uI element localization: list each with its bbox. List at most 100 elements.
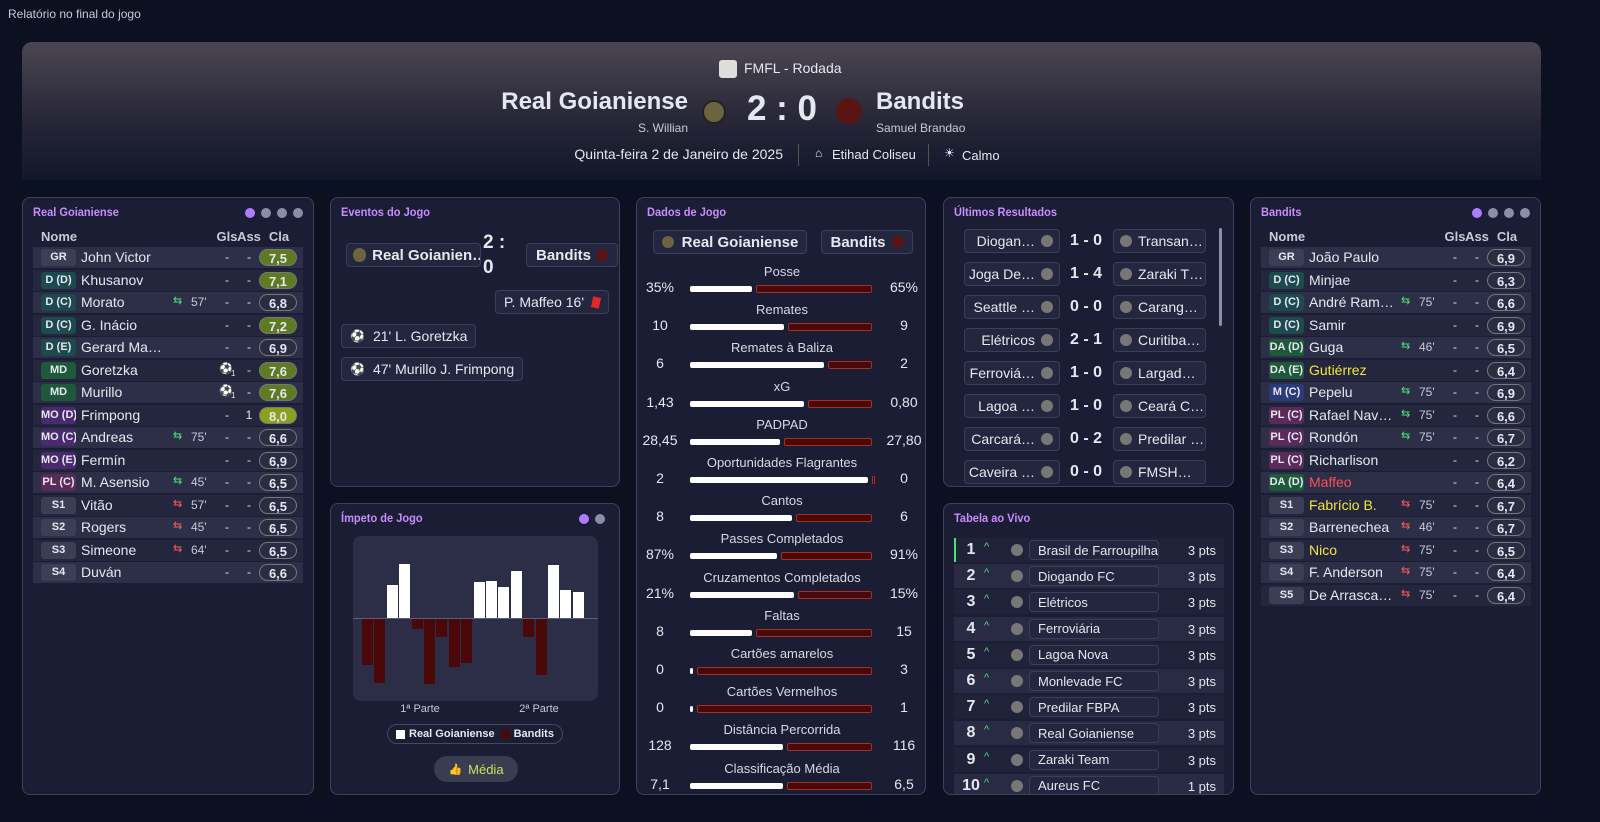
- result-score: 0 - 0: [1069, 298, 1102, 315]
- sub-minute: 45': [191, 475, 207, 489]
- player-row: S3 Simeone ⇆ 64' - -6,5: [33, 539, 303, 561]
- momentum-bar: [386, 585, 398, 618]
- player-row: S1 Vitão ⇆ 57' - -6,5: [33, 494, 303, 516]
- result-home: Joga De…: [964, 262, 1060, 286]
- goals: -: [225, 317, 229, 332]
- stat-label: Cruzamentos Completados: [703, 569, 861, 585]
- stat-label: Cartões Vermelhos: [726, 684, 838, 700]
- team-name: Largad…: [1138, 365, 1196, 381]
- goals: -: [225, 272, 229, 287]
- goals: -: [1453, 362, 1457, 377]
- assists: -: [1475, 520, 1479, 534]
- page-dot: [1488, 208, 1498, 218]
- player-name: Maffeo: [1309, 474, 1352, 490]
- stat-bar-home: [690, 629, 752, 636]
- player-name: Frimpong: [81, 406, 141, 423]
- score: 2 : 0: [746, 89, 818, 128]
- team-box: Ferroviária: [1029, 618, 1159, 639]
- position-badge: S4: [1269, 564, 1304, 581]
- stat-value: 21%: [645, 584, 675, 601]
- rating: 6,4: [1487, 474, 1525, 491]
- momentum-bar: [498, 587, 510, 618]
- assists: -: [1475, 497, 1479, 512]
- team-name: Lagoa …: [978, 398, 1035, 414]
- away-lineup: Bandits Nome Gls Ass Cla GR João Paulo - -6,9 D (…: [1250, 197, 1541, 795]
- player-name: Khusanov: [81, 271, 144, 288]
- sub-minute: 45': [191, 520, 207, 534]
- player-name: Pepelu: [1309, 384, 1353, 400]
- sub-icon: ⇆: [173, 497, 183, 510]
- page-dot: [595, 514, 605, 524]
- window-title: Relatório no final do jogo: [8, 7, 141, 21]
- player-row: MO (C) Andreas ⇆ 75' - -6,6: [33, 427, 303, 448]
- column-header: Gls: [216, 229, 238, 244]
- scrollbar: [1219, 228, 1222, 326]
- assists: -: [247, 250, 251, 264]
- crest: [1041, 334, 1053, 346]
- result-home: Diogan…: [964, 229, 1060, 253]
- position-badge: MO (C): [41, 429, 76, 446]
- trend-icon: ^: [984, 645, 990, 658]
- position-badge: S3: [41, 541, 76, 559]
- position-badge: D (C): [1269, 294, 1304, 311]
- rating: 7,2: [259, 316, 297, 334]
- sub-icon: ⇆: [1401, 407, 1411, 420]
- player-row: GR John Victor - -7,5: [33, 247, 303, 268]
- sub-icon: ⇆: [1401, 565, 1411, 577]
- stat-bar-away: [786, 781, 872, 790]
- table-row: 6 ^ Monlevade FC 3 pts: [954, 669, 1224, 693]
- player-row: PL (C) Rafael Nav… ⇆ 75' - -6,6: [1261, 404, 1531, 426]
- result-away: Curitiba…: [1113, 328, 1206, 352]
- stat-label: Remates à Baliza: [731, 340, 833, 356]
- assists: -: [247, 497, 251, 512]
- stat-value: 15%: [889, 584, 919, 601]
- half-label: 2ª Parte: [519, 703, 559, 715]
- rating: 6,8: [259, 294, 297, 311]
- goals: -: [1453, 497, 1457, 512]
- rating: 6,9: [259, 451, 297, 469]
- player-row: PL (C) Rondón ⇆ 75' - -6,7: [1261, 427, 1531, 448]
- trend-icon: ^: [984, 776, 990, 789]
- team-name: Diogan…: [976, 233, 1035, 249]
- goals: -: [1453, 340, 1457, 354]
- goals: -: [1453, 452, 1457, 467]
- assists: -: [1475, 272, 1479, 287]
- rating-button[interactable]: 👍 Média: [434, 756, 518, 782]
- stat-bar-away: [872, 476, 875, 484]
- goals: -: [225, 497, 229, 512]
- team-box: Real Goianien…: [346, 243, 481, 267]
- crest: [1011, 753, 1023, 766]
- stat-bar-home: [690, 782, 783, 789]
- column-header: Ass: [237, 229, 261, 244]
- goals: -: [225, 475, 229, 489]
- player-row: M (C) Pepelu ⇆ 75' - -6,9: [1261, 382, 1531, 403]
- home-lineup: Real Goianiense Nome Gls Ass Cla GR John Victo…: [22, 197, 314, 795]
- goals: -: [225, 407, 229, 422]
- stats-panel: Dados de Jogo Real Goianiense Bandits Posse…: [636, 197, 926, 795]
- crest: [1041, 301, 1053, 313]
- momentum-bar: [436, 619, 448, 638]
- points: 3 pts: [1187, 700, 1216, 716]
- column-header: Cla: [268, 229, 290, 244]
- sub-minute: 75': [1419, 587, 1435, 602]
- home-crest: [702, 100, 726, 124]
- assists: -: [247, 475, 251, 489]
- team-name: Transan…: [1138, 233, 1203, 249]
- assists: -: [247, 272, 251, 287]
- stat-value: 8: [656, 622, 664, 639]
- stat-bar-away: [781, 552, 872, 561]
- position: 10: [962, 776, 980, 794]
- points: 1 pts: [1187, 778, 1216, 794]
- sub-minute: 75': [1419, 430, 1435, 444]
- crest: [1011, 596, 1023, 609]
- trend-icon: ^: [984, 541, 990, 553]
- sub-icon: ⇆: [173, 475, 183, 487]
- panel-title: Bandits: [1261, 205, 1302, 219]
- player-name: Duván: [81, 564, 122, 580]
- stat-value: 2: [656, 470, 664, 486]
- goals: -: [225, 542, 229, 557]
- stat-label: Cantos: [761, 493, 803, 509]
- stadium-icon: ⌂: [815, 146, 823, 160]
- player-row: D (C) G. Inácio - -7,2: [33, 314, 303, 336]
